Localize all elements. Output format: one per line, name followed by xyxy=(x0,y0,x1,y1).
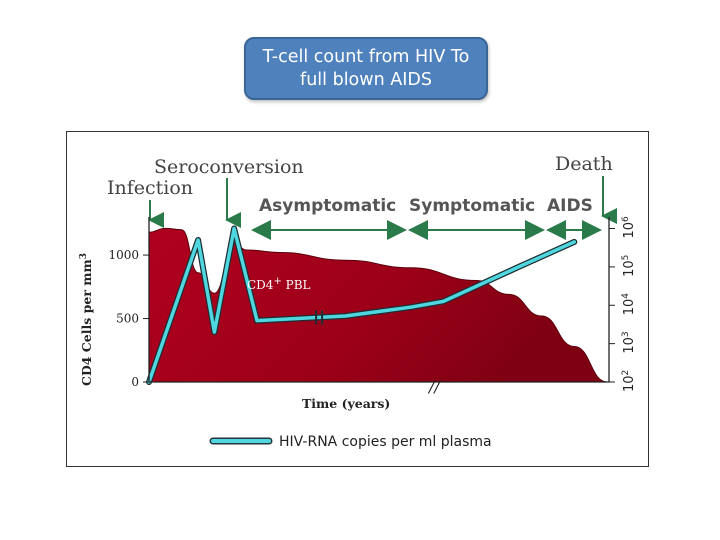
legend-label: HIV-RNA copies per ml plasma xyxy=(279,434,492,450)
y2-tick-label-3: 103 xyxy=(621,331,637,353)
axis-break-mark: // xyxy=(427,377,441,396)
stage-symptomatic: Symptomatic xyxy=(409,196,535,216)
y2-tick-exp-4: 4 xyxy=(621,293,631,299)
x-axis-title: Time (years) xyxy=(302,396,390,411)
y2-tick-base-4: 10 xyxy=(622,299,637,316)
y2-tick-label-6: 106 xyxy=(621,216,637,239)
cd4-area-label-suffix: PBL xyxy=(282,278,311,292)
y2-tick-base-6: 10 xyxy=(622,222,637,239)
event-death: Death xyxy=(555,153,613,175)
cd4-area-label-main: CD4 xyxy=(247,278,274,292)
figure-frame: Infection Seroconversion Death Asymptoma… xyxy=(66,131,649,467)
y-axis-title: CD4 Cells per mm3 xyxy=(79,253,94,386)
y-tick-layer: 1000 500 0 xyxy=(108,248,149,389)
y2-tick-label-2: 102 xyxy=(621,370,637,392)
y2-tick-exp-6: 6 xyxy=(621,216,631,222)
hiv-rna-line xyxy=(147,226,577,384)
y2-tick-label-4: 104 xyxy=(621,293,637,316)
cd4-area xyxy=(148,227,608,383)
chart-svg: Infection Seroconversion Death Asymptoma… xyxy=(79,153,637,450)
y2-tick-base-5: 10 xyxy=(622,260,637,277)
y2-tick-base-2: 10 xyxy=(622,375,637,392)
event-infection: Infection xyxy=(107,177,193,199)
hiv-rna-line-layer xyxy=(146,225,578,385)
slide-title: T-cell count from HIV To full blown AIDS xyxy=(244,37,488,100)
y2-tick-exp-5: 5 xyxy=(621,255,631,261)
y2-tick-base-3: 10 xyxy=(622,337,637,354)
cd4-area-label-sup: + xyxy=(273,276,281,287)
y-axis-title-text: CD4 Cells per mm xyxy=(79,259,94,386)
y2-tick-label-5: 105 xyxy=(621,255,637,277)
slide-title-line-1: T-cell count from HIV To xyxy=(262,46,470,67)
y-tick-label-1000: 1000 xyxy=(108,248,139,262)
cd4-area-layer xyxy=(148,227,608,383)
y-tick-label-0: 0 xyxy=(131,375,139,389)
event-seroconversion: Seroconversion xyxy=(154,156,304,178)
y-tick-label-500: 500 xyxy=(116,312,139,326)
y-axis-title-sup: 3 xyxy=(79,253,89,259)
stage-asymptomatic: Asymptomatic xyxy=(259,196,396,216)
slide-title-line-2: full blown AIDS xyxy=(300,69,432,90)
y2-tick-exp-3: 3 xyxy=(621,331,631,337)
stage-aids: AIDS xyxy=(547,196,593,216)
y2-tick-exp-2: 2 xyxy=(621,370,631,376)
cd4-area-label: CD4+ PBL xyxy=(247,276,311,293)
